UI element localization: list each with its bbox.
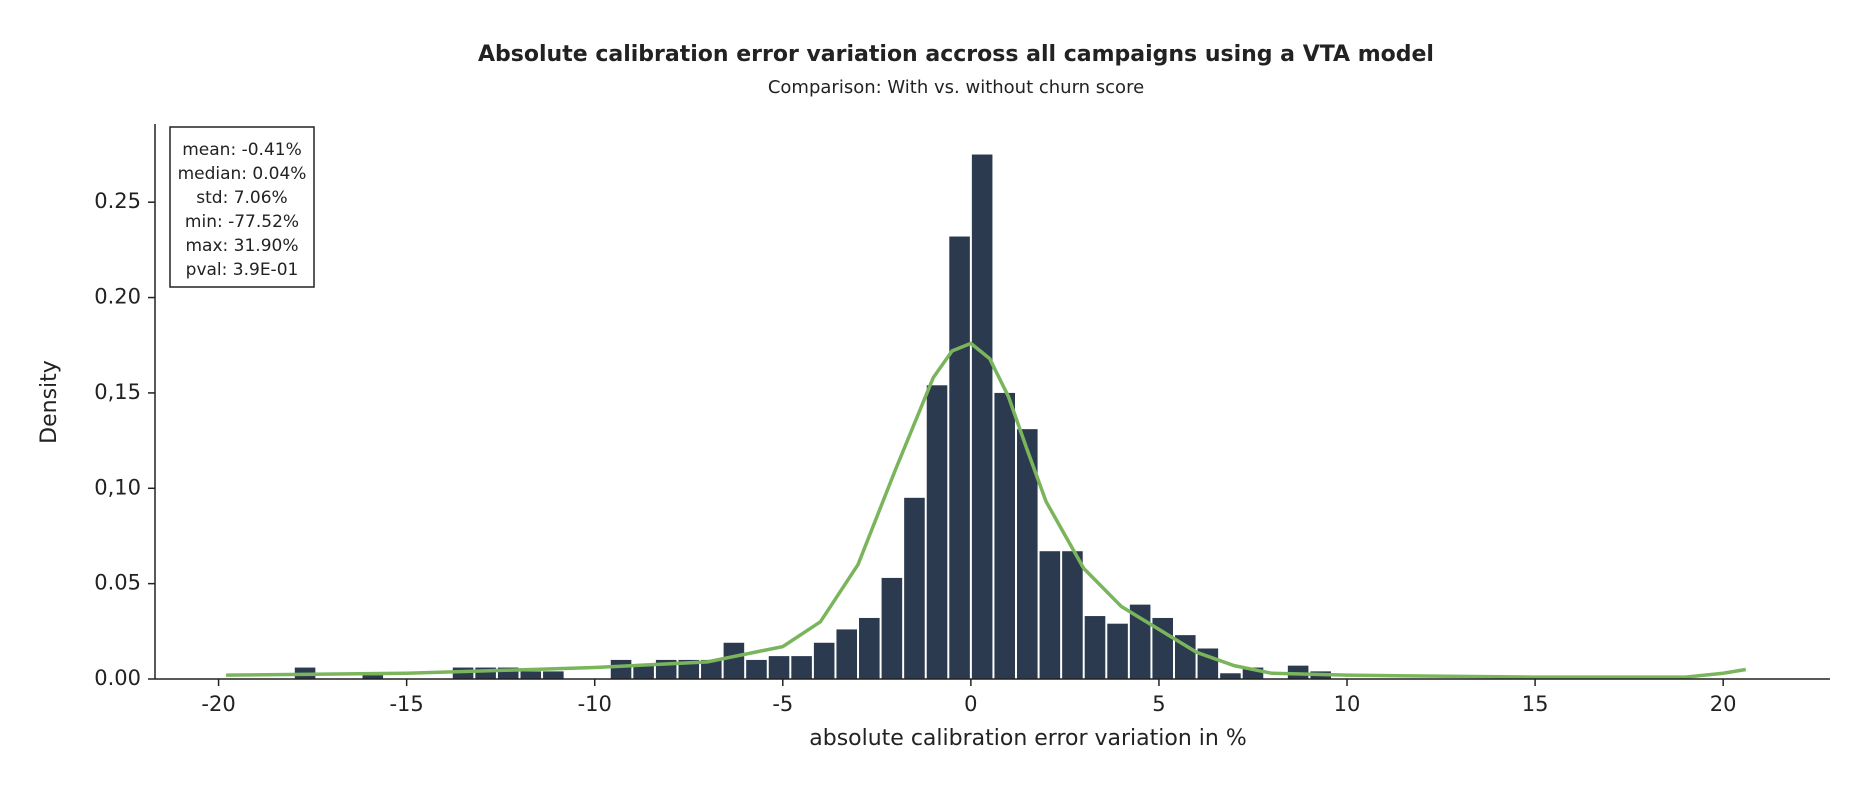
x-tick-label: 15	[1522, 692, 1549, 716]
bar	[475, 667, 496, 679]
bar	[1220, 673, 1241, 679]
bar	[520, 671, 542, 679]
y-axis-label: Density	[37, 360, 62, 444]
x-tick-label: 5	[1152, 692, 1165, 716]
x-tick-label: 10	[1334, 692, 1361, 716]
x-tick-label: -20	[201, 692, 235, 716]
y-tick-label: 0.05	[94, 571, 141, 595]
bar	[971, 154, 993, 680]
x-tick-label: 20	[1710, 692, 1737, 716]
stats-line: mean: -0.41%	[182, 140, 301, 160]
stats-line: median: 0.04%	[178, 164, 307, 184]
bar	[1017, 429, 1038, 679]
stats-line: std: 7.06%	[196, 188, 287, 208]
x-tick-label: 0	[964, 692, 977, 716]
bar	[1174, 635, 1196, 679]
x-tick-label: -5	[772, 692, 793, 716]
stats-box	[169, 126, 315, 288]
y-tick-label: 0,10	[94, 475, 141, 499]
x-tick-label: -10	[578, 692, 612, 716]
bar	[904, 497, 925, 679]
y-tick-label: 0.20	[94, 285, 141, 309]
x-tick-label: -15	[389, 692, 423, 716]
bar	[859, 617, 880, 679]
chart-subtitle: Comparison: With vs. without churn score	[768, 77, 1144, 98]
bar	[723, 642, 745, 679]
bar	[768, 656, 790, 679]
bar	[543, 671, 564, 679]
bar	[362, 675, 384, 679]
bar	[836, 629, 858, 679]
stats-line: pval: 3.9E-01	[186, 260, 299, 280]
stats-line: min: -77.52%	[185, 212, 299, 232]
bar	[949, 236, 970, 680]
bar	[746, 659, 767, 679]
x-axis-label: absolute calibration error variation in …	[809, 726, 1247, 751]
kde-line	[226, 341, 1747, 679]
bar	[926, 385, 948, 679]
bar	[497, 667, 519, 679]
bar	[1062, 551, 1083, 679]
bar	[1242, 667, 1264, 679]
bar	[1084, 616, 1106, 679]
y-tick-label: 0.25	[94, 189, 141, 213]
bar	[633, 665, 654, 679]
bar	[610, 659, 632, 679]
bar	[994, 392, 1016, 679]
bar	[1129, 604, 1151, 679]
bar	[1039, 551, 1061, 679]
bar	[881, 577, 903, 679]
stats-line: max: 31.90%	[186, 236, 299, 256]
bar	[1107, 623, 1128, 679]
bar	[813, 642, 835, 679]
y-tick-label: 0.00	[94, 666, 141, 690]
y-tick-label: 0,15	[94, 380, 141, 404]
chart-title: Absolute calibration error variation acc…	[478, 42, 1434, 67]
bar	[701, 659, 722, 679]
bar	[791, 656, 812, 679]
